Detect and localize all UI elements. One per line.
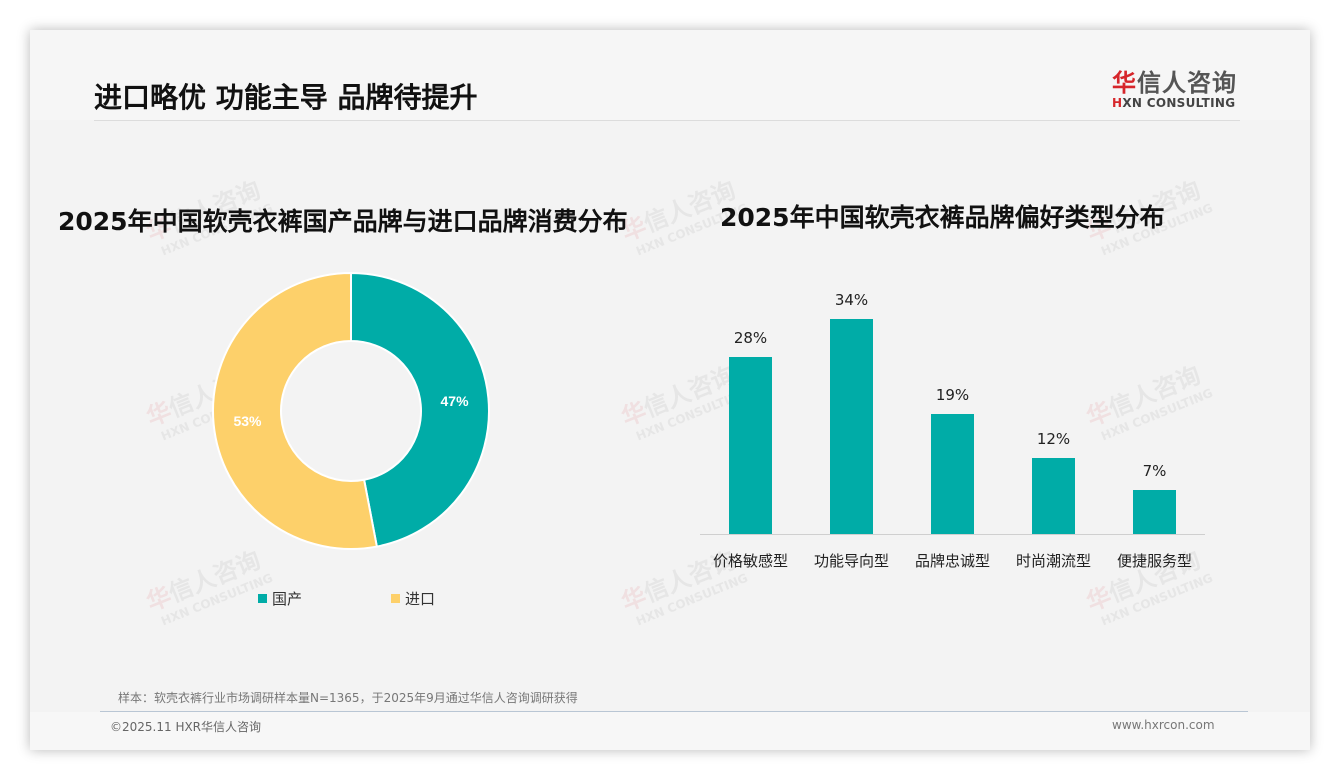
header-band bbox=[30, 30, 1310, 120]
x-axis-line bbox=[700, 534, 1205, 535]
legend-item-domestic: 国产 bbox=[258, 588, 302, 609]
logo-cn: 华信人咨询 bbox=[1112, 69, 1237, 97]
bar-category-label: 品牌忠诚型 bbox=[914, 552, 990, 570]
footer-band bbox=[30, 712, 1310, 750]
bar-value-label: 34% bbox=[834, 291, 869, 309]
bar-chart: 28% 价格敏感型 34% 功能导向型 19% 品牌忠诚型 12% 时尚潮流型 7% 便捷服务型 bbox=[700, 280, 1210, 580]
logo-en: HXN CONSULTING bbox=[1112, 96, 1236, 110]
brand-logo: 华信人咨询 HXN CONSULTING bbox=[1112, 63, 1252, 110]
legend-item-import: 进口 bbox=[391, 588, 435, 609]
bar-2 bbox=[931, 413, 974, 534]
bar-category-label: 时尚潮流型 bbox=[1015, 552, 1091, 570]
donut-value-label: 53% bbox=[233, 413, 262, 429]
legend-swatch-teal bbox=[258, 594, 267, 603]
website-link[interactable]: www.hxrcon.com bbox=[1112, 718, 1215, 732]
bar-1 bbox=[830, 319, 873, 534]
bar-0 bbox=[729, 356, 772, 534]
bar-category-label: 价格敏感型 bbox=[712, 552, 788, 570]
bar-4 bbox=[1133, 489, 1176, 534]
bar-value-label: 7% bbox=[1142, 461, 1167, 480]
header-divider bbox=[94, 120, 1240, 121]
bar-value-label: 12% bbox=[1036, 430, 1071, 449]
copyright: ©2025.11 HXR华信人咨询 bbox=[110, 720, 262, 734]
footer-divider bbox=[100, 711, 1248, 712]
donut-chart: 47% 53% bbox=[212, 272, 490, 550]
bar-category-label: 功能导向型 bbox=[813, 552, 889, 570]
donut-chart-title: 2025年中国软壳衣裤国产品牌与进口品牌消费分布 bbox=[58, 207, 628, 236]
bar-value-label: 28% bbox=[733, 328, 768, 347]
bar-chart-title: 2025年中国软壳衣裤品牌偏好类型分布 bbox=[720, 203, 1165, 232]
slide: 华信人咨询 HXN CONSULTING 华信人咨询 HXN CONSULTING 华信… bbox=[30, 30, 1310, 750]
legend-swatch-yellow bbox=[391, 594, 400, 603]
page-title: 进口略优 功能主导 品牌待提升 bbox=[94, 81, 478, 114]
donut-slice-1 bbox=[212, 272, 379, 550]
bar-value-label: 19% bbox=[935, 385, 970, 404]
donut-value-label: 47% bbox=[441, 393, 470, 409]
donut-slice-0 bbox=[350, 272, 490, 548]
sample-note: 样本：软壳衣裤行业市场调研样本量N=1365，于2025年9月通过华信人咨询调研… bbox=[118, 691, 578, 705]
bar-3 bbox=[1032, 458, 1075, 534]
bar-category-label: 便捷服务型 bbox=[1116, 552, 1192, 570]
